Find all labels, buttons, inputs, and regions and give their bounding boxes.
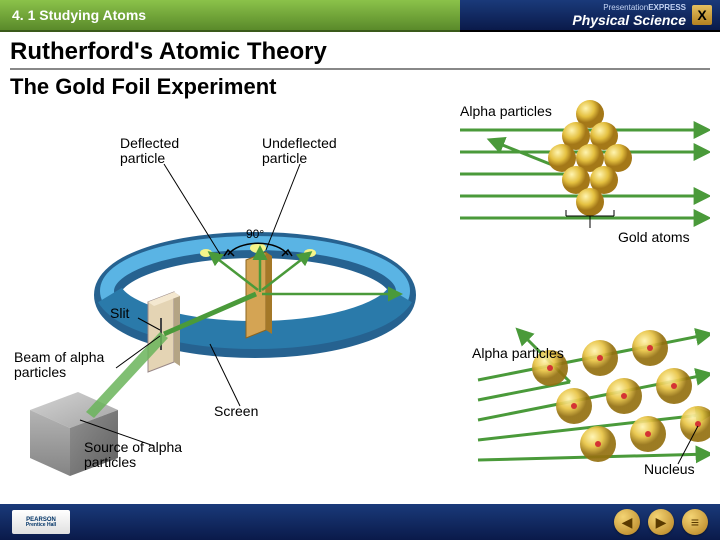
subtitle: The Gold Foil Experiment bbox=[10, 74, 710, 100]
bottom-bar: PEARSON Prentice Hall ◀ ▶ ≡ bbox=[0, 504, 720, 540]
publisher-logo: PEARSON Prentice Hall bbox=[12, 510, 70, 534]
top-bar: 4. 1 Studying Atoms PresentationEXPRESS … bbox=[0, 0, 720, 32]
diagram: Deflected particle Undeflected particle … bbox=[10, 100, 710, 510]
next-button[interactable]: ▶ bbox=[648, 509, 674, 535]
label-nucleus: Nucleus bbox=[644, 462, 695, 477]
brand-area: PresentationEXPRESS Physical Science X bbox=[460, 0, 720, 32]
page-title: Rutherford's Atomic Theory bbox=[10, 38, 710, 70]
label-screen: Screen bbox=[214, 404, 258, 419]
prev-button[interactable]: ◀ bbox=[614, 509, 640, 535]
gold-atoms-top bbox=[548, 100, 632, 216]
close-icon[interactable]: X bbox=[692, 5, 712, 25]
menu-button[interactable]: ≡ bbox=[682, 509, 708, 535]
label-source: Source of alpha particles bbox=[84, 440, 194, 471]
section-label: 4. 1 Studying Atoms bbox=[0, 0, 460, 32]
nav-buttons: ◀ ▶ ≡ bbox=[614, 509, 708, 535]
label-angle: 90° bbox=[246, 228, 264, 241]
label-gold-atoms: Gold atoms bbox=[618, 230, 690, 245]
brand-text: PresentationEXPRESS Physical Science bbox=[572, 3, 686, 28]
main-content: Rutherford's Atomic Theory The Gold Foil… bbox=[0, 32, 720, 510]
label-slit: Slit bbox=[110, 306, 129, 321]
label-alpha-top: Alpha particles bbox=[460, 104, 552, 119]
label-undeflected: Undeflected particle bbox=[262, 136, 362, 167]
label-beam: Beam of alpha particles bbox=[14, 350, 124, 381]
label-alpha-bottom: Alpha particles bbox=[472, 346, 564, 361]
label-deflected: Deflected particle bbox=[120, 136, 200, 167]
